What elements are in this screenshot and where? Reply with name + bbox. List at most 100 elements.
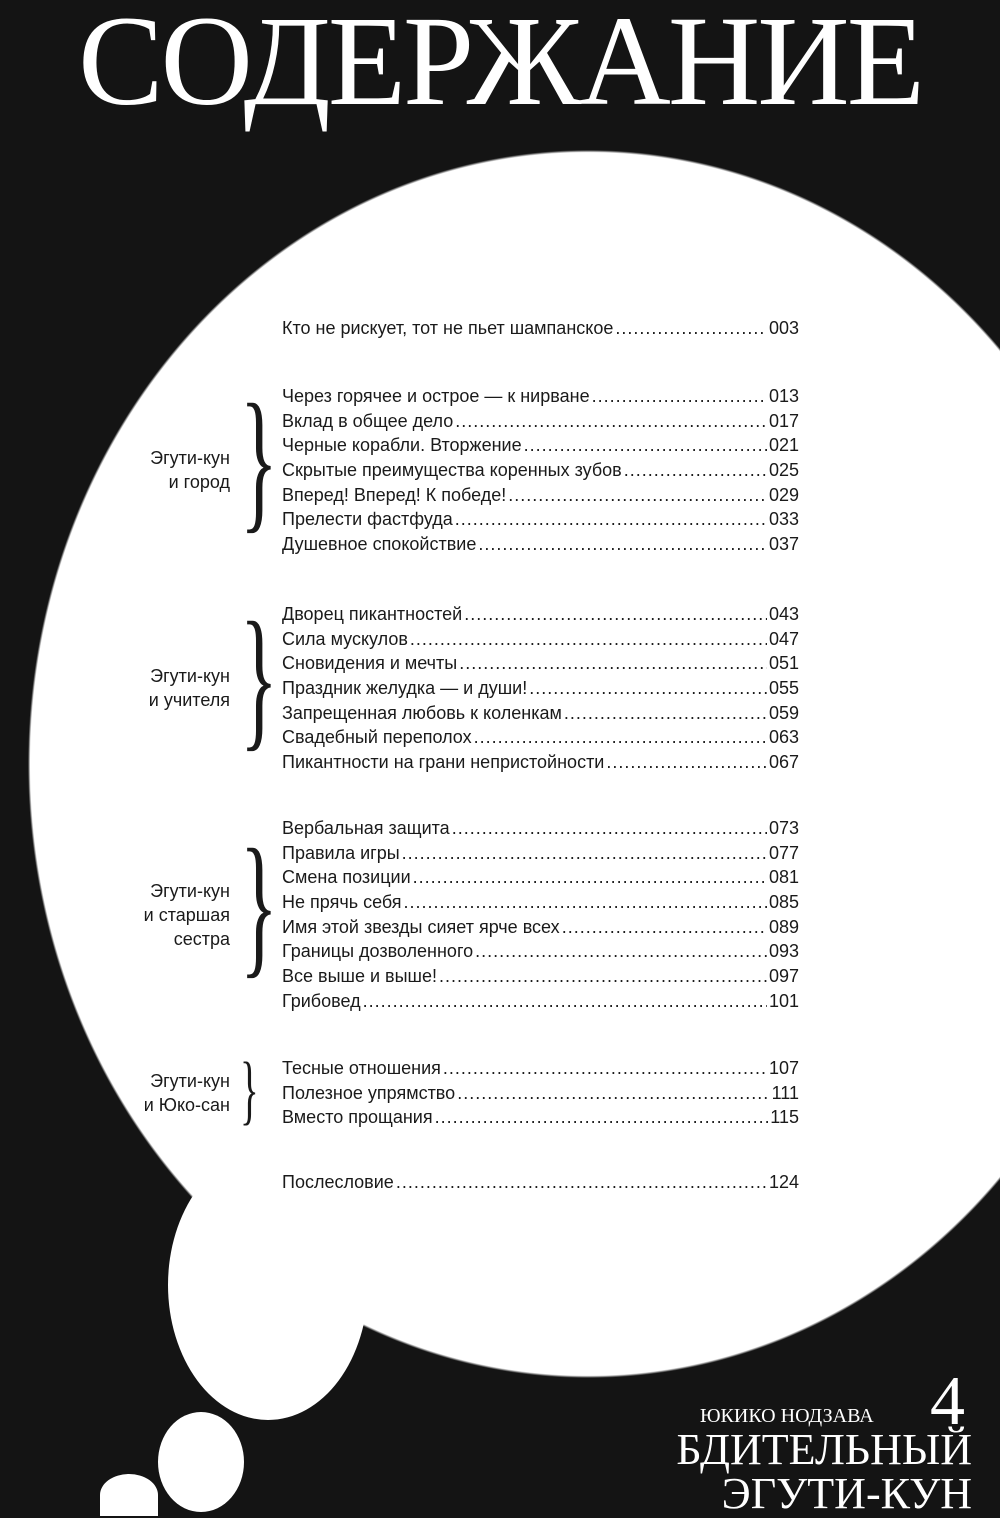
entry-page: 029 <box>768 484 799 505</box>
entry-page: 067 <box>768 752 799 773</box>
volume-number: 4 <box>930 1363 965 1440</box>
dot-leader <box>439 966 767 987</box>
entry-title: Все выше и выше! <box>282 966 437 987</box>
entry-page: 047 <box>768 628 799 649</box>
group-label: Эгути-кун и учителя <box>110 664 230 712</box>
entry-page: 085 <box>768 892 799 913</box>
entry-title: Полезное упрямство <box>282 1082 456 1103</box>
entry-title: Запрещенная любовь к коленкам <box>282 702 562 723</box>
entry-page: 059 <box>768 702 799 723</box>
entry-title: Смена позиции <box>282 867 411 888</box>
dot-leader <box>562 917 767 938</box>
toc-entry: Смена позиции 081 <box>282 867 799 892</box>
entry-title: Кто не рискует, тот не пьет шампанское <box>282 318 614 338</box>
toc-entry: Сила мускулов 047 <box>282 629 799 654</box>
group-label-line: Эгути-кун <box>150 880 230 901</box>
toc-entry: Все выше и выше! 097 <box>282 966 799 991</box>
entry-title: Границы дозволенного <box>282 941 474 962</box>
dot-leader <box>592 386 767 407</box>
entry-page: 077 <box>768 842 799 863</box>
dot-leader <box>402 843 767 864</box>
toc-entry: Вклад в общее дело 017 <box>282 411 799 436</box>
dot-leader <box>529 678 767 699</box>
bubble-dot-small <box>100 1474 158 1516</box>
toc-section: Вербальная защита 073 Правила игры 077 Смена… <box>282 818 799 1016</box>
toc-section: Тесные отношения 107 Полезное упрямство 111… <box>282 1058 799 1132</box>
toc-entry: Вербальная защита 073 <box>282 818 799 843</box>
dot-leader <box>452 818 767 839</box>
toc-entry: Пикантности на грани непристойности 067 <box>282 752 799 777</box>
entry-title: Скрытые преимущества коренных зубов <box>282 460 622 481</box>
toc-entry: Запрещенная любовь к коленкам 059 <box>282 703 799 728</box>
dot-leader <box>443 1058 767 1079</box>
entry-title: Свадебный переполох <box>282 727 472 748</box>
group-label: Эгути-кун и старшая сестра <box>110 879 230 951</box>
entry-page: 037 <box>768 534 799 555</box>
bubble-dot-large <box>158 1412 244 1512</box>
entry-page: 097 <box>768 966 799 987</box>
entry-title: Вклад в общее дело <box>282 410 454 431</box>
brace-icon: } <box>240 1045 259 1132</box>
entry-title: Имя этой звезды сияет ярче всех <box>282 916 560 937</box>
entry-page: 081 <box>768 867 799 888</box>
toc-entry: Прелести фастфуда 033 <box>282 509 799 534</box>
dot-leader <box>475 941 767 962</box>
toc-entry: Грибовед 101 <box>282 991 799 1016</box>
toc-section: Послесловие 124 <box>282 1172 799 1197</box>
entry-title: Не прячь себя <box>282 892 402 913</box>
dot-leader <box>508 485 767 506</box>
page-title: СОДЕРЖАНИЕ <box>78 0 925 132</box>
entry-page: 021 <box>768 435 799 456</box>
dot-leader <box>410 629 767 650</box>
dot-leader <box>524 435 767 456</box>
toc-entry: Границы дозволенного 093 <box>282 941 799 966</box>
entry-page: 093 <box>768 941 799 962</box>
entry-title: Грибовед <box>282 990 361 1011</box>
entry-title: Праздник желудка — и души! <box>282 678 528 699</box>
entry-page: 025 <box>768 460 799 481</box>
entry-title: Сновидения и мечты <box>282 653 458 674</box>
entry-page: 101 <box>768 990 799 1011</box>
entry-title: Вербальная защита <box>282 818 450 838</box>
entry-page: 051 <box>768 653 799 674</box>
entry-title: Пикантности на грани непристойности <box>282 752 605 773</box>
dot-leader <box>363 991 767 1012</box>
toc-entry: Имя этой звезды сияет ярче всех 089 <box>282 917 799 942</box>
toc-entry: Полезное упрямство 111 <box>282 1083 799 1108</box>
dot-leader <box>615 318 767 339</box>
group-label-line: и старшая <box>143 904 230 925</box>
series-title-line: ЭГУТИ-КУН <box>721 1469 972 1518</box>
dot-leader <box>455 509 767 530</box>
brace-icon: } <box>240 373 278 548</box>
group-label-line: Эгути-кун <box>150 448 230 469</box>
entry-page: 111 <box>771 1082 799 1103</box>
group-label-line: Эгути-кун <box>150 666 230 687</box>
dot-leader <box>606 752 767 773</box>
toc-entry: Черные корабли. Вторжение 021 <box>282 435 799 460</box>
entry-page: 124 <box>768 1172 799 1192</box>
toc-entry: Душевное спокойствие 037 <box>282 534 799 559</box>
group-label-line: и учителя <box>148 690 230 711</box>
dot-leader <box>564 703 767 724</box>
toc-entry: Не прячь себя 085 <box>282 892 799 917</box>
toc-entry: Правила игры 077 <box>282 843 799 868</box>
bubble-tail-blob <box>168 1150 368 1420</box>
toc-entry: Свадебный переполох 063 <box>282 727 799 752</box>
dot-leader <box>404 892 767 913</box>
dot-leader <box>459 653 767 674</box>
entry-title: Сила мускулов <box>282 628 408 649</box>
dot-leader <box>396 1172 767 1193</box>
toc-entry: Послесловие 124 <box>282 1172 799 1197</box>
toc-entry: Вместо прощания 115 <box>282 1107 799 1132</box>
dot-leader <box>464 604 767 625</box>
entry-title: Прелести фастфуда <box>282 509 453 530</box>
entry-title: Тесные отношения <box>282 1058 441 1078</box>
dot-leader <box>455 411 767 432</box>
series-title: БДИТЕЛЬНЫЙ ЭГУТИ-КУН <box>676 1428 972 1516</box>
dot-leader <box>478 534 767 555</box>
toc-entry: Через горячее и острое — к нирване 013 <box>282 386 799 411</box>
entry-title: Послесловие <box>282 1172 394 1192</box>
entry-title: Вместо прощания <box>282 1107 433 1128</box>
brace-icon: } <box>240 591 278 766</box>
